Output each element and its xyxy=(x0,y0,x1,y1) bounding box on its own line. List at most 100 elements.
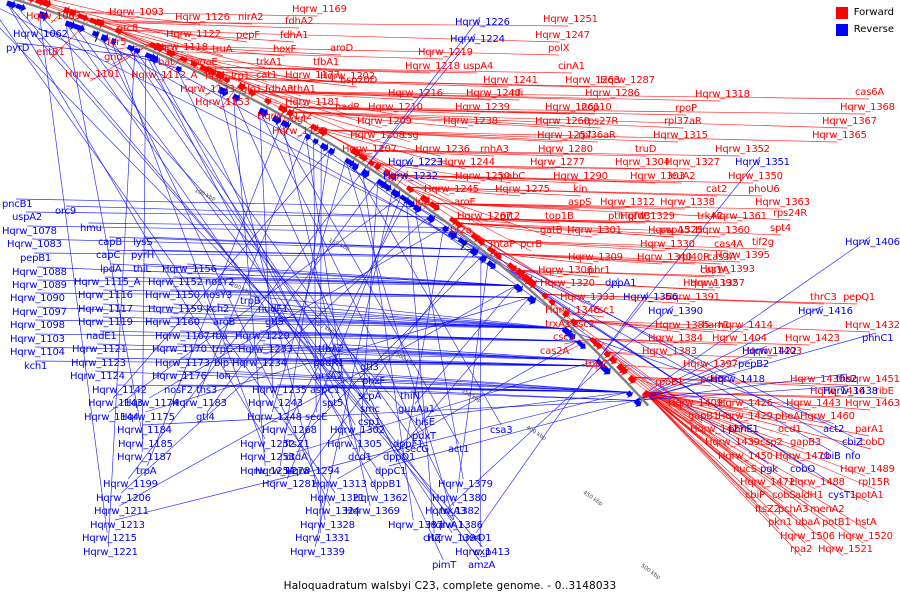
gene-label: Hqrw_1236 xyxy=(415,144,470,155)
gene-label: ipp xyxy=(415,197,430,208)
gene-label: Hqrw_1174 xyxy=(124,398,179,409)
gene-label: gtl3 xyxy=(360,362,379,373)
gene-label: Hqrw_1152 xyxy=(148,277,203,288)
gene-label: fer5 xyxy=(107,37,127,48)
gene-label: Hqrw_1224 xyxy=(450,34,505,45)
gene-label: Hqrw_1301 xyxy=(567,225,622,236)
gene-label: Hqrw_1208 xyxy=(350,130,405,141)
gene-label: leuA2 xyxy=(668,171,696,182)
gene-label: Hqrw_1268 xyxy=(262,425,317,436)
gene-label: Hqrw_1209 xyxy=(357,116,412,127)
gene-label: nudF1 xyxy=(258,304,289,315)
gene-label: pcrB xyxy=(520,239,543,250)
gene-label: Hqrw_1142 xyxy=(92,385,147,396)
gene-label: nadE1 xyxy=(86,331,117,342)
gene-label: amzA xyxy=(468,560,496,571)
gene-label: Hqrw_1167 xyxy=(155,331,210,342)
gene-label: Hqrw_1221 xyxy=(83,547,138,558)
gene-label: Hqrw_1215 xyxy=(82,533,137,544)
gene-label: Hqrw_1101 xyxy=(65,69,120,80)
gene-label: Hqrw_1321 xyxy=(310,493,365,504)
gene-label: csp2 xyxy=(760,437,783,448)
gene-label: spt5 xyxy=(322,398,344,409)
gene-label: Hqrw_1506 xyxy=(780,531,835,542)
gene-label: Hqrw_1250 xyxy=(455,171,510,182)
gene-label: rpoP xyxy=(675,103,697,114)
gene-label: ths2 xyxy=(836,374,858,385)
gene-label: Hqrw_1115_A xyxy=(74,277,141,288)
gene-label: Hqrw_1436 xyxy=(810,386,865,397)
gene-label: Hqrw_1392 xyxy=(683,278,738,289)
gene-feature-arrows xyxy=(6,0,652,407)
gene-label: Hqrw_1097 xyxy=(12,307,67,318)
gene-label: Hqrw_1277 xyxy=(530,157,585,168)
gene-label: Hqrw_1409 xyxy=(668,398,723,409)
gene-label: dppF1 xyxy=(393,439,424,450)
gene-label: Hqrw_1313 xyxy=(312,479,367,490)
gene-label: Hqrw_1170 xyxy=(152,344,207,355)
gene-label: trpB xyxy=(240,296,261,307)
gene-label: Hqrw_1395 xyxy=(715,250,770,261)
gene-label: hmu xyxy=(80,223,102,234)
gene-label: Hqrw_1294 xyxy=(285,466,340,477)
gene-label: potA1 xyxy=(855,490,884,501)
gene-label: ogt xyxy=(291,114,307,125)
gene-label: pchA3 xyxy=(778,504,809,515)
gene-label: smc xyxy=(360,404,380,415)
gene-label: bat xyxy=(158,57,174,68)
gene-label: Hqrw_1278 xyxy=(255,466,310,477)
gene-label: Hqrw_1117 xyxy=(78,304,133,315)
gene-label: Hqrw_1124 xyxy=(70,371,125,382)
gene-label: Hqrw_1521 xyxy=(818,544,873,555)
label-leader-lines xyxy=(0,0,887,561)
gene-label: Hqrw_1156 xyxy=(162,264,217,275)
gene-label: Hqrw_1418 xyxy=(710,374,765,385)
strand-legend: Forward Reverse xyxy=(835,6,894,40)
gene-label: cbiP xyxy=(745,490,765,501)
gene-label: Hqrw_1324 xyxy=(305,506,360,517)
gene-label: hisS xyxy=(205,71,225,82)
gene-label: Hqrw_1248 xyxy=(247,412,302,423)
gene-label: ftsZ2 xyxy=(755,504,780,515)
gene-label: csp1 xyxy=(358,417,381,428)
gene-label: blp xyxy=(214,358,229,369)
gene-label: cobS xyxy=(772,490,796,501)
gene-label: Hqrw_1365 xyxy=(812,130,867,141)
gene-label: csc2 xyxy=(573,319,595,330)
gene-label: pncB1 xyxy=(2,199,33,210)
gene-label: Hqrw_1247 xyxy=(535,30,590,41)
gene-label: Hqrw_1330 xyxy=(640,239,695,250)
gene-label: Hqrw_1427 xyxy=(690,424,745,435)
gene-label: Hqrw_1232 xyxy=(383,171,438,182)
gene-label: Hqrw_1340 xyxy=(637,252,692,263)
gene-label: Hqrw_1350 xyxy=(728,171,783,182)
gene-label: Hqrw_1328 xyxy=(300,520,355,531)
gene-label: nosY2 xyxy=(205,277,235,288)
gene-label: Hqrw_1312 xyxy=(600,197,655,208)
gene-label: ftsZ1 xyxy=(285,439,310,450)
gene-label: spt4 xyxy=(770,223,792,234)
gene-label: fdhA3 xyxy=(265,84,294,95)
gene-label: Hqrw_1078 xyxy=(2,226,57,237)
gene-label: phnC1 xyxy=(862,333,894,344)
gene-label: lysS xyxy=(133,237,153,248)
gene-label: Hqrw_1416 xyxy=(798,306,853,317)
gene-label: Hqrw_1185 xyxy=(118,439,173,450)
gene-label: pdxT xyxy=(412,431,436,442)
gene-label: rpl15R xyxy=(858,477,890,488)
gene-label: Hqrw_1438 xyxy=(823,386,878,397)
gene-label: Hqrw_1390 xyxy=(648,306,703,317)
gene-label: Hqrw_1280 xyxy=(538,144,593,155)
gene-label: Hqrw_1160 xyxy=(145,317,200,328)
gene-label: Hqrw_1121 xyxy=(72,344,127,355)
gene-label: csc3 xyxy=(553,332,575,343)
gene-label: mtaP xyxy=(490,239,516,250)
gene-label: Hqrw_1104 xyxy=(10,347,65,358)
gene-label: Hqrw_1339 xyxy=(290,547,345,558)
gene-label: nfi xyxy=(511,88,524,99)
gene-label: Hqrw_1083 xyxy=(7,239,62,250)
gene-label: nosY3 xyxy=(203,290,233,301)
gene-label: Hqrw_1218 xyxy=(405,61,460,72)
gene-label: Hqrw_1384 xyxy=(648,333,703,344)
